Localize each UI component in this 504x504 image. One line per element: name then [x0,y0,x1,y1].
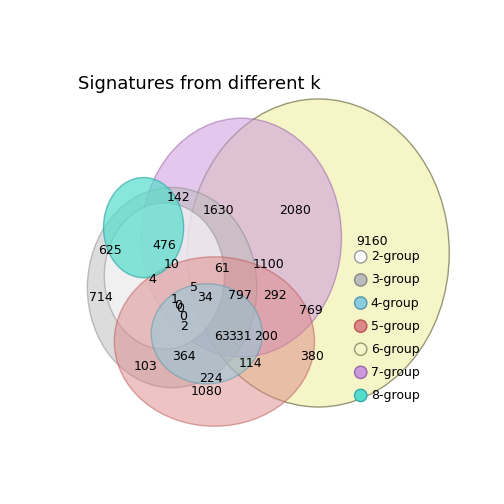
Text: 224: 224 [199,372,222,385]
Ellipse shape [354,343,367,355]
Text: 714: 714 [89,291,113,304]
Text: 0: 0 [176,302,184,315]
Ellipse shape [114,257,314,426]
Text: 0: 0 [179,309,187,323]
Text: 1630: 1630 [203,204,234,217]
Text: Signatures from different k: Signatures from different k [78,75,321,93]
Text: 200: 200 [254,330,278,343]
Text: 4-group: 4-group [371,296,419,309]
Text: 142: 142 [166,191,190,204]
Text: 2: 2 [179,320,187,333]
Text: 9160: 9160 [356,235,388,248]
Text: 5: 5 [190,281,198,294]
Ellipse shape [354,250,367,263]
Text: 4: 4 [149,274,157,286]
Text: 2080: 2080 [279,204,311,217]
Ellipse shape [187,99,449,407]
Text: 476: 476 [153,239,176,252]
Ellipse shape [151,284,262,384]
Text: 797: 797 [228,289,252,302]
Text: 364: 364 [172,350,196,363]
Text: 625: 625 [99,244,122,257]
Text: 331: 331 [228,330,251,343]
Text: 380: 380 [300,350,324,363]
Ellipse shape [141,118,341,357]
Text: 5-group: 5-group [371,320,419,333]
Text: 34: 34 [197,291,213,304]
Text: 1100: 1100 [253,258,284,271]
Text: 10: 10 [164,258,180,271]
Ellipse shape [354,297,367,309]
Text: 114: 114 [239,357,263,370]
Text: 769: 769 [299,304,323,317]
Text: 0: 0 [174,299,182,312]
Text: 2-group: 2-group [371,250,419,263]
Ellipse shape [104,203,224,349]
Text: 1: 1 [170,293,178,306]
Ellipse shape [354,320,367,332]
Ellipse shape [354,389,367,402]
Text: 103: 103 [133,360,157,372]
Text: 61: 61 [214,262,230,275]
Text: 6-group: 6-group [371,343,419,356]
Ellipse shape [354,274,367,286]
Ellipse shape [103,177,183,278]
Text: 1080: 1080 [191,385,223,398]
Text: 63: 63 [214,330,230,343]
Text: 8-group: 8-group [371,389,419,402]
Text: 7-group: 7-group [371,366,419,379]
Text: 292: 292 [263,289,286,302]
Ellipse shape [354,366,367,379]
Ellipse shape [87,187,257,388]
Text: 3-group: 3-group [371,274,419,286]
